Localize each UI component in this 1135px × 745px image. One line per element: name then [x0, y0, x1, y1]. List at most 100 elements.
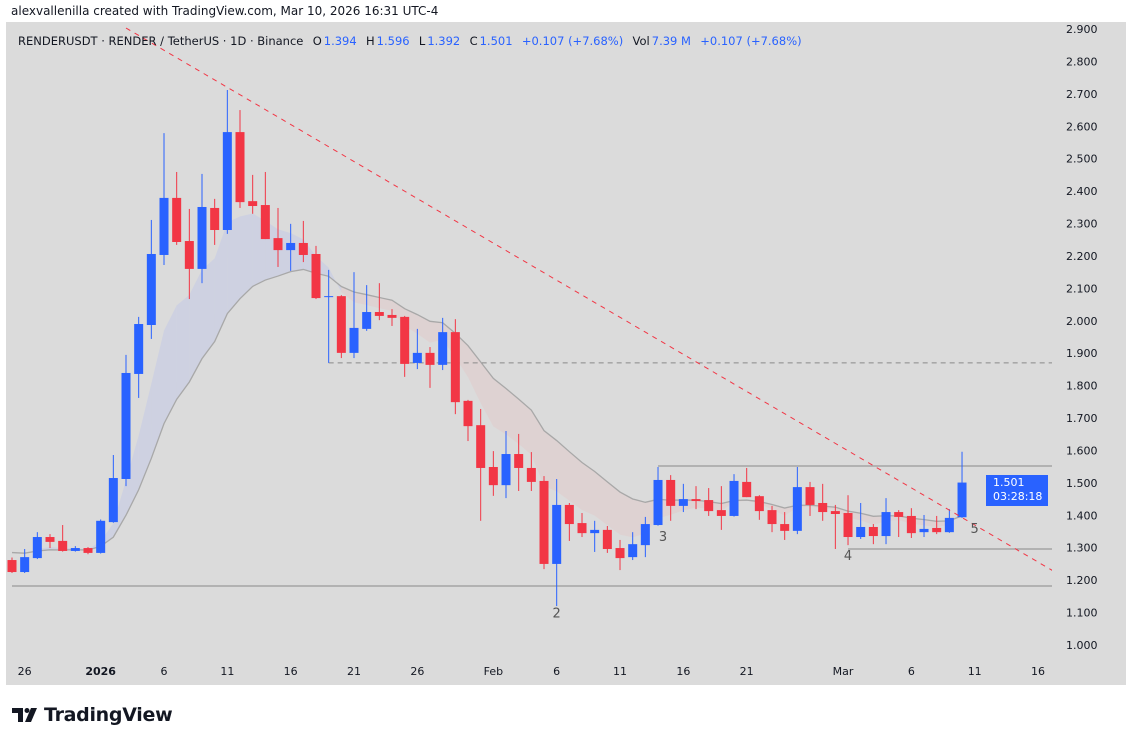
band-segment: [366, 294, 380, 309]
price-tick-label: 1.500: [1066, 477, 1098, 490]
candle-body: [818, 502, 828, 513]
candle-body: [197, 206, 207, 269]
trendline-drawings[interactable]: 2 3 4 5: [125, 27, 1063, 621]
symbol-legend: RENDERUSDT · RENDER / TetherUS · 1D · Bi…: [18, 34, 804, 48]
candle-body: [450, 332, 460, 403]
time-tick-label: 21: [740, 665, 754, 678]
band-segment: [607, 481, 621, 535]
candle-body: [666, 479, 676, 506]
band-segment: [531, 410, 545, 486]
candle-body: [96, 520, 106, 553]
wave-label: 5: [971, 522, 979, 537]
candle-body: [336, 296, 346, 353]
band-segment: [544, 430, 557, 492]
candle-body: [476, 425, 486, 468]
candle-body: [564, 504, 574, 525]
candle-body: [184, 241, 194, 269]
candle-body: [387, 314, 397, 318]
band-segment: [620, 492, 633, 538]
candle-body: [298, 242, 308, 255]
candle-body: [425, 352, 435, 365]
candle-body: [526, 467, 536, 482]
candle-body: [894, 512, 904, 517]
candle-body: [742, 481, 752, 498]
price-axis[interactable]: 1.000 1.100 1.200 1.300 1.400 1.500 1.600 1.700…: [1066, 23, 1098, 652]
time-tick-label: Feb: [484, 665, 503, 678]
candle-body: [539, 480, 549, 564]
wave-label: 3: [659, 530, 667, 545]
time-axis[interactable]: 26 2026 6 11 16 21 26 Feb 6 11 16 21 Mar 6 11 16: [18, 665, 1045, 678]
tradingview-logo[interactable]: TradingView: [12, 704, 173, 726]
candle-body: [691, 499, 701, 502]
time-tick-label: 26: [18, 665, 32, 678]
band-segment: [240, 213, 253, 299]
candle-body: [108, 478, 118, 523]
candle-body: [767, 510, 777, 525]
band-segment: [214, 222, 228, 342]
candle-body: [653, 479, 663, 526]
candle-body: [792, 487, 802, 531]
candle-body: [754, 496, 764, 512]
candle-body: [32, 537, 42, 559]
low-label: L: [418, 34, 426, 48]
band-segment: [138, 383, 152, 490]
open-value: 1.394: [323, 34, 357, 48]
candle-body: [172, 197, 182, 242]
volume-change-value: +0.107 (+7.68%): [700, 34, 802, 48]
time-tick-label: 11: [220, 665, 234, 678]
high-value: 1.596: [376, 34, 410, 48]
time-tick-label: Mar: [833, 665, 854, 678]
band-segment: [493, 378, 507, 435]
candle-body: [248, 201, 258, 207]
candle-body: [374, 312, 384, 316]
price-tick-label: 1.100: [1066, 607, 1098, 620]
candle-body: [868, 526, 878, 537]
band-segment: [189, 269, 203, 382]
candles: [7, 89, 967, 607]
moving-average-line: [11, 268, 963, 554]
price-tick-label: 2.400: [1066, 185, 1098, 198]
trendline: [125, 27, 1052, 571]
candle-body: [70, 548, 80, 551]
candle-body: [235, 132, 245, 203]
candle-body: [488, 466, 498, 486]
horizontal-levels: [12, 362, 1052, 587]
time-tick-label: 16: [676, 665, 690, 678]
candle-body: [134, 324, 144, 374]
band-segment: [569, 451, 583, 510]
band-segment: [379, 297, 393, 311]
logo-text: TradingView: [44, 704, 173, 726]
candle-body: [210, 207, 220, 231]
candle-body: [729, 480, 739, 516]
chart-frame[interactable]: [6, 22, 1126, 685]
band-segment: [278, 229, 291, 277]
candle-body: [704, 500, 714, 512]
band-segment: [151, 330, 165, 459]
candle-body: [311, 253, 321, 299]
candle-body: [463, 400, 473, 427]
candle-body: [286, 242, 296, 251]
candle-body: [260, 205, 270, 240]
bar-countdown: 03:28:18: [993, 490, 1043, 503]
time-tick-label: 16: [1031, 665, 1045, 678]
candle-body: [830, 511, 840, 515]
candle-body: [45, 537, 55, 542]
price-tick-label: 1.800: [1066, 380, 1098, 393]
band-segment: [417, 314, 431, 343]
tradingview-logo-icon: [12, 708, 37, 722]
time-tick-label: 26: [410, 665, 424, 678]
candle-body: [640, 524, 650, 546]
change-value: +0.107 (+7.68%): [521, 34, 624, 48]
candle-body: [881, 512, 891, 537]
candle-body: [716, 510, 726, 516]
symbol-info[interactable]: RENDERUSDT · RENDER / TetherUS · 1D · Bi…: [18, 34, 304, 48]
price-tick-label: 1.200: [1066, 574, 1098, 587]
price-tick-label: 2.800: [1066, 55, 1098, 68]
candle-body: [906, 515, 916, 534]
candle-body: [159, 197, 169, 255]
open-label: O: [312, 34, 322, 48]
candle-body: [919, 528, 929, 533]
wave-label: 2: [553, 606, 561, 621]
candle-body: [7, 560, 17, 573]
